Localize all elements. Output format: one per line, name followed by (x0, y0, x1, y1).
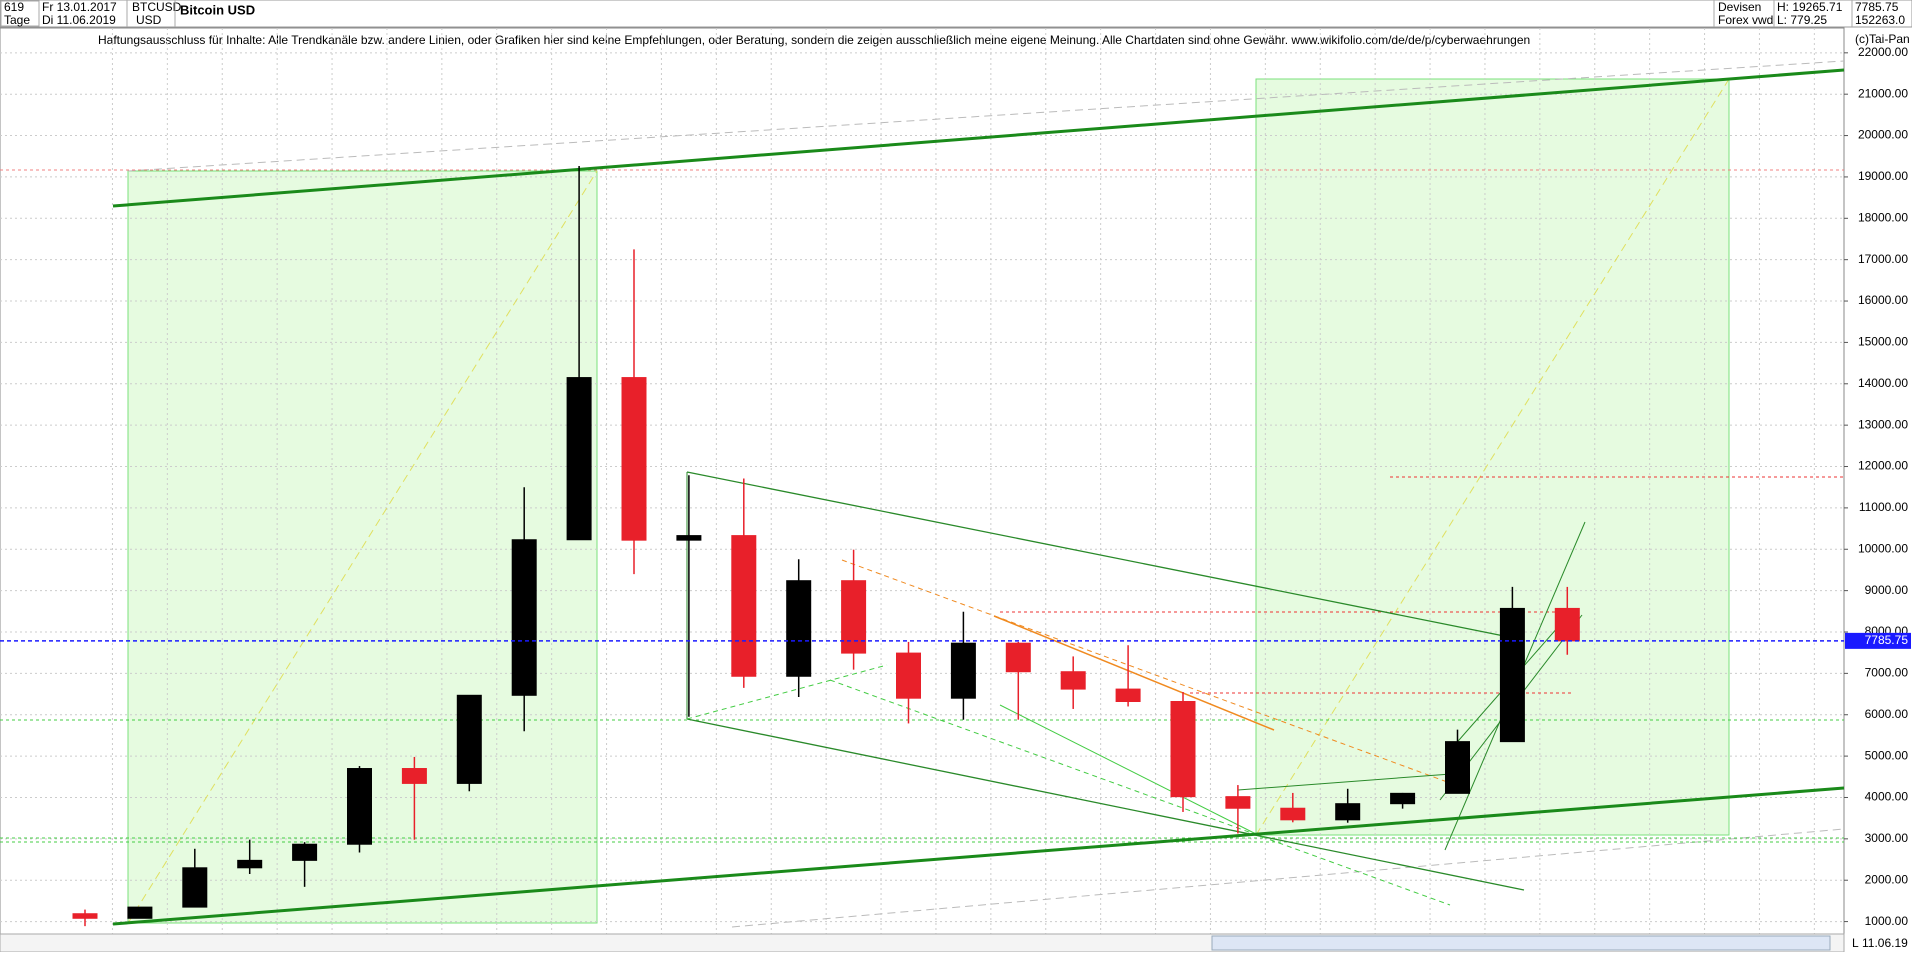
header-bar (0, 0, 1912, 28)
candle-body (182, 867, 208, 908)
y-tick-label: 11000.00 (1859, 500, 1908, 514)
chart-title: Bitcoin USD (180, 2, 255, 17)
trend-line (686, 664, 888, 720)
count: 619 (4, 0, 24, 14)
trend-line (829, 679, 1451, 906)
trend-line (731, 828, 1845, 928)
symbol: BTCUSD (132, 0, 182, 14)
candle-body (1115, 688, 1141, 703)
y-tick-label: 13000.00 (1858, 417, 1908, 431)
last-price-box (1845, 632, 1911, 649)
y-tick-label: 20000.00 (1858, 128, 1908, 142)
candle-body (731, 535, 757, 677)
count-box[interactable] (0, 0, 40, 27)
candle-body (1005, 642, 1031, 673)
y-tick-label: 12000.00 (1858, 459, 1908, 473)
y-tick-label: 7000.00 (1865, 666, 1909, 680)
footer-l: L (1852, 936, 1859, 950)
candle-body (1445, 741, 1470, 794)
y-tick-label: 1000.00 (1865, 914, 1909, 928)
y-tick-label: 16000.00 (1858, 293, 1908, 307)
candle-body (950, 642, 976, 699)
candle-body (566, 377, 592, 541)
candle-body (1280, 807, 1306, 821)
trend-line (993, 615, 1275, 731)
y-tick-label: 22000.00 (1858, 45, 1908, 59)
y-tick-label: 5000.00 (1865, 748, 1909, 762)
low: L: 779.25 (1777, 13, 1827, 27)
trend-line (127, 60, 1845, 172)
trend-line-thick (112, 68, 1845, 208)
footer-date: 11.06.19 (1862, 936, 1908, 950)
y-tick-label: 14000.00 (1858, 376, 1908, 390)
y-tick-label: 9000.00 (1865, 583, 1909, 597)
source: Forex vwd (1718, 13, 1773, 27)
scrollbar[interactable] (1211, 935, 1831, 951)
trend-line (999, 704, 1259, 836)
last-price: 7785.75 (1855, 0, 1899, 14)
high: H: 19265.71 (1777, 0, 1843, 14)
candle-body (1554, 607, 1580, 642)
y-tick-label: 21000.00 (1858, 86, 1908, 100)
candle-body (621, 377, 647, 541)
trend-line (1255, 78, 1730, 836)
volume: 152263.0 (1855, 13, 1905, 27)
channel-line (686, 718, 1525, 891)
period: Tage (4, 13, 30, 27)
candle-body (1390, 792, 1416, 805)
candle-body (401, 768, 427, 784)
y-tick-label: 2000.00 (1865, 872, 1909, 886)
candle-body (292, 843, 318, 861)
y-tick-label: 6000.00 (1865, 707, 1909, 721)
y-tick-label: 17000.00 (1858, 252, 1908, 266)
candle-body (1335, 803, 1361, 821)
candle-body (347, 768, 372, 845)
copyright: (c)Tai-Pan (1855, 32, 1910, 46)
candle-body (511, 539, 537, 696)
candle-body (456, 694, 482, 784)
candle-body (1225, 796, 1251, 809)
last-price-label: 7785.75 (1865, 633, 1909, 647)
trend-line (1237, 773, 1452, 791)
y-tick-label: 3000.00 (1865, 831, 1909, 845)
y-tick-label: 18000.00 (1858, 210, 1908, 224)
date-from: Fr 13.01.2017 (42, 0, 117, 14)
candle-body (1170, 701, 1196, 798)
candle-body (676, 535, 702, 541)
candle-body (841, 580, 867, 654)
channel-line (686, 471, 1525, 641)
y-tick-label: 15000.00 (1858, 335, 1908, 349)
candle-body (1060, 671, 1086, 690)
candle-body (127, 906, 153, 919)
candle-body (237, 859, 263, 869)
candle-body (896, 652, 921, 699)
market: Devisen (1718, 0, 1761, 14)
y-tick-label: 4000.00 (1865, 790, 1909, 804)
trend-line-thick (112, 786, 1845, 926)
trend-line (127, 170, 598, 924)
currency: USD (136, 13, 162, 27)
y-tick-label: 10000.00 (1858, 541, 1908, 555)
candle-body (786, 580, 812, 677)
candle-body (1499, 607, 1525, 743)
date-to: Di 11.06.2019 (42, 13, 116, 27)
y-tick-label: 19000.00 (1858, 169, 1908, 183)
disclaimer: Haftungsausschluss für Inhalte: Alle Tre… (98, 33, 1530, 47)
candle-body (72, 913, 98, 919)
